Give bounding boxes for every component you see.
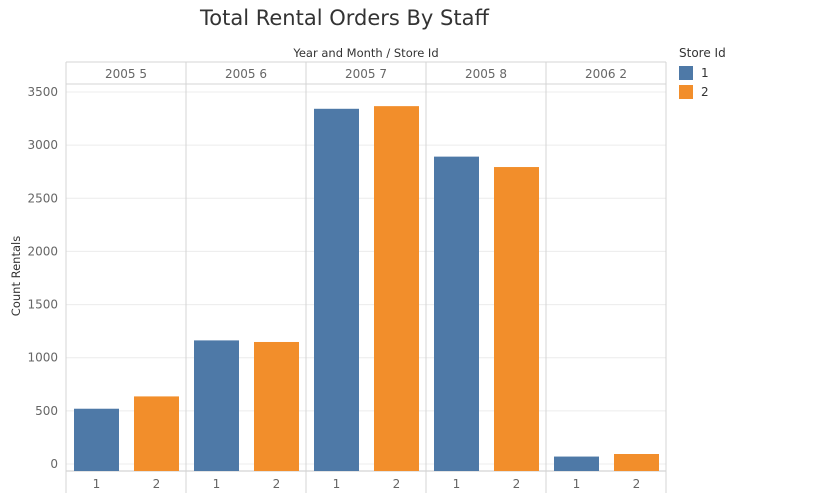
x-tick-label-2005-8-store-2: 2: [513, 477, 521, 491]
y-tick-label-3000: 3000: [27, 138, 58, 152]
x-tick-label-2006-2-store-1: 1: [573, 477, 581, 491]
legend-label-store-1: 1: [701, 65, 709, 80]
y-tick-label-1000: 1000: [27, 351, 58, 365]
group-header-2006-2: 2006 2: [585, 67, 627, 81]
bar-2005-6-store-1[interactable]: [194, 340, 239, 471]
legend-swatch-store-1: [679, 65, 693, 80]
bar-2005-7-store-1[interactable]: [314, 108, 359, 471]
legend-label-store-2: 2: [701, 84, 709, 99]
x-tick-label-2005-6-store-1: 1: [213, 477, 221, 491]
bar-2006-2-store-1[interactable]: [554, 456, 599, 471]
bar-2005-7-store-2[interactable]: [374, 106, 419, 472]
x-tick-label-2005-7-store-1: 1: [333, 477, 341, 491]
x-tick-label-2005-5-store-1: 1: [93, 477, 101, 491]
group-header-2005-7: 2005 7: [345, 67, 387, 81]
x-tick-label-2005-8-store-1: 1: [453, 477, 461, 491]
x-tick-label-2005-6-store-2: 2: [273, 477, 281, 491]
group-header-2005-6: 2005 6: [225, 67, 267, 81]
y-axis-title: Count Rentals: [9, 236, 23, 316]
legend-item-store-2[interactable]: 2: [679, 82, 726, 101]
bar-2005-5-store-1[interactable]: [74, 408, 119, 471]
y-tick-label-3500: 3500: [27, 85, 58, 99]
y-tick-label-2500: 2500: [27, 191, 58, 205]
legend: Store Id 1 2: [679, 46, 726, 101]
legend-swatch-store-2: [679, 84, 693, 99]
group-header-2005-8: 2005 8: [465, 67, 507, 81]
bar-2005-8-store-2[interactable]: [494, 167, 539, 471]
bar-2005-6-store-2[interactable]: [254, 341, 299, 471]
x-tick-label-2006-2-store-2: 2: [633, 477, 641, 491]
y-tick-label-500: 500: [35, 404, 58, 418]
column-header-title: Year and Month / Store Id: [292, 46, 438, 60]
chart-title: Total Rental Orders By Staff: [200, 6, 489, 30]
legend-item-store-1[interactable]: 1: [679, 63, 726, 82]
x-tick-label-2005-5-store-2: 2: [153, 477, 161, 491]
y-tick-label-1500: 1500: [27, 298, 58, 312]
legend-title: Store Id: [679, 46, 726, 60]
bar-2006-2-store-2[interactable]: [614, 454, 659, 471]
bar-2005-5-store-2[interactable]: [134, 396, 179, 471]
x-tick-label-2005-7-store-2: 2: [393, 477, 401, 491]
group-header-2005-5: 2005 5: [105, 67, 147, 81]
y-tick-label-2000: 2000: [27, 244, 58, 258]
y-tick-label-0: 0: [50, 457, 58, 471]
bar-2005-8-store-1[interactable]: [434, 156, 479, 472]
